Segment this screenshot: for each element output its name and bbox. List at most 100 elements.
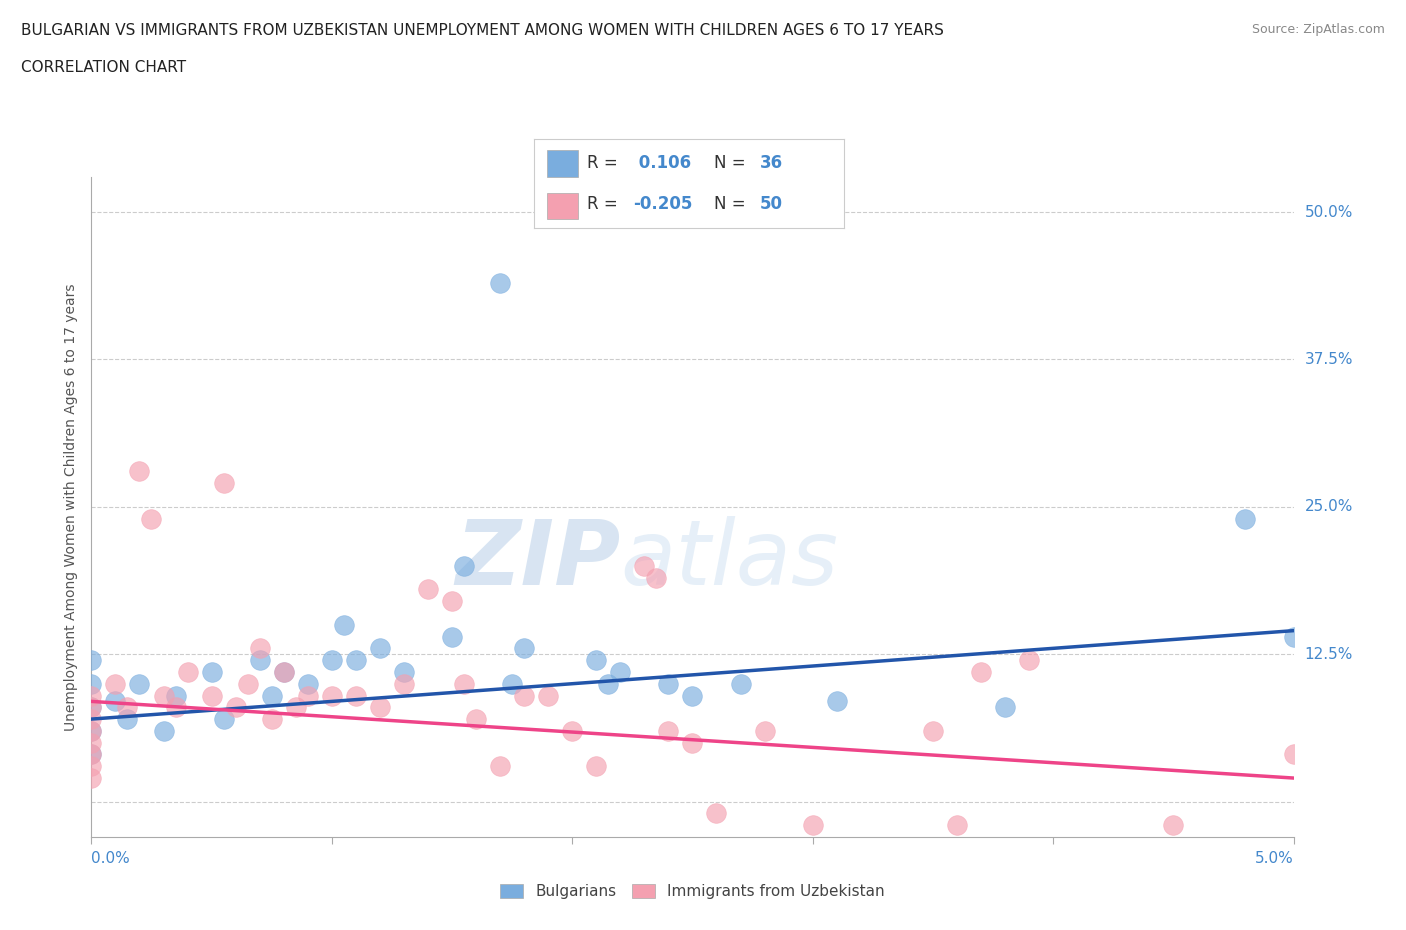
Point xyxy=(212,711,235,726)
Text: N =: N = xyxy=(714,195,751,213)
Point xyxy=(80,700,103,715)
Text: -0.205: -0.205 xyxy=(633,195,693,213)
Point xyxy=(441,629,464,644)
Point xyxy=(730,676,752,691)
Point xyxy=(754,724,776,738)
FancyBboxPatch shape xyxy=(547,150,578,177)
Point xyxy=(801,817,824,832)
Point xyxy=(922,724,945,738)
Point xyxy=(946,817,969,832)
Text: 25.0%: 25.0% xyxy=(1305,499,1353,514)
Point xyxy=(297,688,319,703)
Point xyxy=(321,653,343,668)
Point xyxy=(80,676,103,691)
Point xyxy=(117,700,139,715)
Point xyxy=(273,664,295,679)
Point xyxy=(80,747,103,762)
Point xyxy=(152,688,174,703)
Point xyxy=(368,700,391,715)
Point xyxy=(645,570,668,585)
Point xyxy=(165,688,187,703)
Text: 50.0%: 50.0% xyxy=(1305,205,1353,219)
FancyBboxPatch shape xyxy=(547,193,578,219)
Text: N =: N = xyxy=(714,154,751,172)
Point xyxy=(80,653,103,668)
Point xyxy=(80,711,103,726)
Point xyxy=(513,641,536,656)
Legend: Bulgarians, Immigrants from Uzbekistan: Bulgarians, Immigrants from Uzbekistan xyxy=(494,878,891,905)
Text: 12.5%: 12.5% xyxy=(1305,646,1353,662)
Point xyxy=(537,688,560,703)
Point xyxy=(825,694,848,709)
Text: R =: R = xyxy=(586,154,623,172)
Point xyxy=(104,694,127,709)
Text: R =: R = xyxy=(586,195,623,213)
Point xyxy=(633,558,655,573)
Point xyxy=(513,688,536,703)
Point xyxy=(128,464,150,479)
Point xyxy=(80,747,103,762)
Text: Source: ZipAtlas.com: Source: ZipAtlas.com xyxy=(1251,23,1385,36)
Point xyxy=(706,806,728,821)
Point xyxy=(441,593,464,608)
Point xyxy=(489,759,512,774)
Point xyxy=(585,653,607,668)
Point xyxy=(970,664,993,679)
Point xyxy=(260,688,283,703)
Point xyxy=(489,275,512,290)
Point xyxy=(80,736,103,751)
Point xyxy=(284,700,307,715)
Point xyxy=(80,759,103,774)
Text: 50: 50 xyxy=(761,195,783,213)
Point xyxy=(80,724,103,738)
Point xyxy=(117,711,139,726)
Point xyxy=(152,724,174,738)
Point xyxy=(994,700,1017,715)
Point xyxy=(141,512,163,526)
Point xyxy=(344,653,367,668)
Point xyxy=(201,688,224,703)
Point xyxy=(80,724,103,738)
Point xyxy=(80,688,103,703)
Point xyxy=(104,676,127,691)
Point xyxy=(249,641,271,656)
Point xyxy=(585,759,607,774)
Text: atlas: atlas xyxy=(620,515,838,604)
Text: 37.5%: 37.5% xyxy=(1305,352,1353,367)
Point xyxy=(225,700,247,715)
Text: 36: 36 xyxy=(761,154,783,172)
Point xyxy=(598,676,620,691)
Point xyxy=(80,700,103,715)
Point xyxy=(273,664,295,679)
Point xyxy=(416,582,439,597)
Point xyxy=(453,558,475,573)
Point xyxy=(465,711,488,726)
Point xyxy=(501,676,523,691)
Point xyxy=(681,736,703,751)
Point xyxy=(657,724,679,738)
Point xyxy=(212,476,235,491)
Text: 0.0%: 0.0% xyxy=(91,851,131,866)
Point xyxy=(344,688,367,703)
Point xyxy=(80,771,103,786)
Point xyxy=(368,641,391,656)
Point xyxy=(333,618,356,632)
Point xyxy=(176,664,198,679)
Text: CORRELATION CHART: CORRELATION CHART xyxy=(21,60,186,75)
Point xyxy=(165,700,187,715)
Point xyxy=(392,676,415,691)
Text: 0.106: 0.106 xyxy=(633,154,692,172)
Point xyxy=(128,676,150,691)
Point xyxy=(260,711,283,726)
Y-axis label: Unemployment Among Women with Children Ages 6 to 17 years: Unemployment Among Women with Children A… xyxy=(65,283,79,731)
Point xyxy=(1282,629,1305,644)
Point xyxy=(249,653,271,668)
Text: 5.0%: 5.0% xyxy=(1254,851,1294,866)
Text: ZIP: ZIP xyxy=(456,515,620,604)
Point xyxy=(561,724,583,738)
Point xyxy=(201,664,224,679)
Point xyxy=(681,688,703,703)
Point xyxy=(1282,747,1305,762)
Point xyxy=(392,664,415,679)
Point xyxy=(1234,512,1257,526)
